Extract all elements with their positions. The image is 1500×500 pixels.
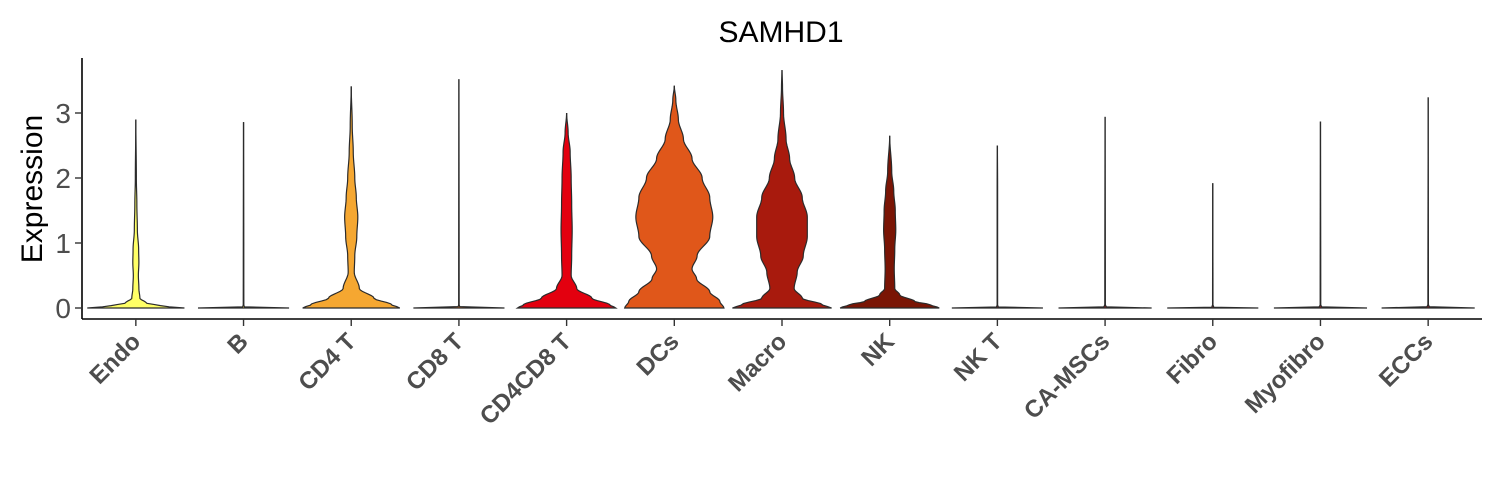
x-tick-label: Myofibro bbox=[1240, 328, 1331, 419]
x-tick-label: CD8 T bbox=[401, 328, 469, 396]
violin-cd8-t bbox=[413, 79, 505, 309]
y-axis-label: Expression bbox=[16, 115, 49, 263]
x-tick-label: B bbox=[222, 328, 253, 359]
violin-b bbox=[197, 122, 290, 309]
violin-nk bbox=[839, 135, 940, 309]
violin-shape bbox=[1058, 116, 1152, 309]
violin-shape bbox=[197, 122, 290, 309]
violin-shape bbox=[839, 135, 940, 309]
violin-shape bbox=[951, 145, 1043, 309]
violin-dcs bbox=[623, 85, 725, 309]
violin-cd4cd8-t bbox=[515, 112, 618, 309]
violin-cd4-t bbox=[302, 86, 401, 309]
violin-nk-t bbox=[951, 145, 1043, 309]
x-tick-label: NK T bbox=[949, 328, 1008, 387]
violin-shape bbox=[302, 86, 401, 309]
y-tick-label: 3 bbox=[55, 98, 71, 129]
violin-shape bbox=[515, 112, 618, 309]
violin-shape bbox=[87, 119, 185, 309]
x-tick-label: CA-MSCs bbox=[1019, 328, 1115, 424]
x-tick-label: NK bbox=[856, 328, 900, 372]
x-tick-label: Endo bbox=[85, 328, 147, 390]
x-tick-label: CD4CD8 T bbox=[475, 328, 577, 430]
x-tick-label: Fibro bbox=[1161, 328, 1223, 390]
y-tick-label: 1 bbox=[55, 228, 71, 259]
violin-ca-mscs bbox=[1058, 116, 1152, 309]
y-axis: 0 1 2 3 bbox=[55, 58, 83, 324]
violin-macro bbox=[732, 70, 832, 309]
violin-endo bbox=[87, 119, 185, 309]
x-axis: Endo B CD4 T CD8 T CD4CD8 T DCs Macro NK NK T CA-… bbox=[82, 318, 1482, 430]
violin-eccs bbox=[1381, 97, 1475, 309]
violin-shape bbox=[732, 70, 832, 309]
y-tick-label: 2 bbox=[55, 163, 71, 194]
violins-layer bbox=[87, 70, 1475, 309]
y-tick-label: 0 bbox=[55, 293, 71, 324]
violin-shape bbox=[623, 85, 725, 309]
violin-shape bbox=[1167, 183, 1259, 309]
violin-shape bbox=[1273, 121, 1368, 309]
violin-myofibro bbox=[1273, 121, 1368, 309]
violin-shape bbox=[1381, 97, 1475, 309]
x-tick-label: DCs bbox=[632, 328, 685, 381]
violin-shape bbox=[413, 79, 505, 309]
x-tick-label: ECCs bbox=[1374, 328, 1438, 392]
x-tick-label: CD4 T bbox=[293, 328, 361, 396]
chart-title: SAMHD1 bbox=[718, 16, 843, 49]
x-tick-label: Macro bbox=[723, 328, 792, 397]
violin-fibro bbox=[1167, 183, 1259, 309]
